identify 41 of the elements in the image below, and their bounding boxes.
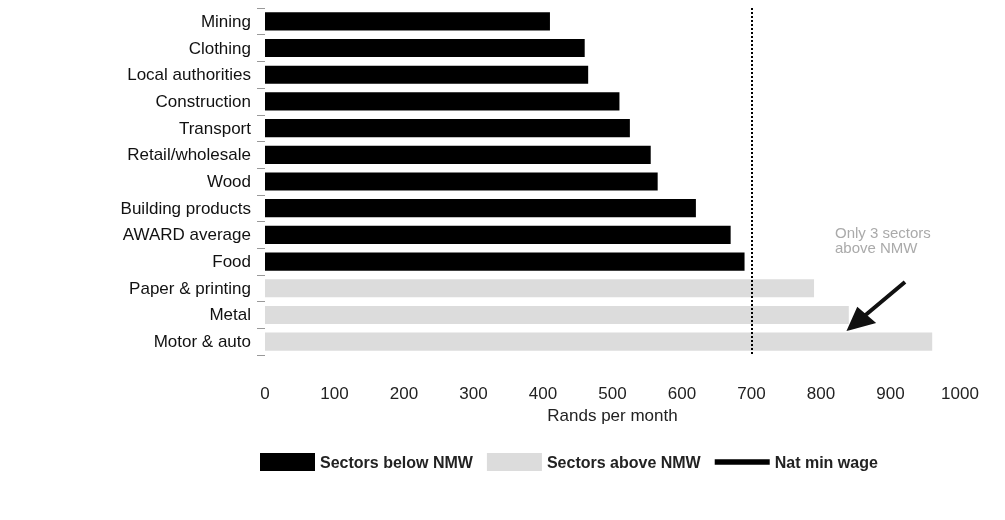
y-tick-label: Mining [200,11,251,31]
bar [265,252,745,271]
y-tick-label: Paper & printing [129,278,251,298]
x-tick-label: 400 [528,384,558,403]
x-tick-label: 1000 [941,384,979,403]
y-tick-label: Retail/wholesale [127,145,251,165]
x-tick-label: 800 [806,384,836,403]
bar [265,12,550,31]
bar [265,119,630,138]
legend-label: Nat min wage [774,453,878,471]
x-tick-label: 200 [389,384,419,403]
bar [265,65,589,84]
x-tick-label: 500 [598,384,627,403]
bar [265,145,651,164]
legend-label: Sectors below NMW [320,453,474,471]
bar [265,199,696,218]
x-tick-label: 600 [667,384,697,403]
x-tick-label: 900 [876,384,905,403]
y-tick-label: Transport [178,118,252,138]
bar [265,38,585,58]
legend-label: Sectors above NMW [546,453,702,471]
bar [265,225,731,244]
y-tick-label: AWARD average [122,225,251,245]
x-tick-label: 300 [459,384,488,403]
bar [265,172,658,191]
bar [265,279,815,298]
y-tick-label: Building products [120,198,251,218]
y-tick-label: Local authorities [127,65,251,85]
y-tick-label: Wood [206,172,251,191]
annotation: Only 3 sectors above NMW [834,224,936,256]
y-tick-label: Motor & auto [153,332,251,352]
bar [265,92,620,111]
x-tick-label: 100 [320,384,349,403]
bar [265,332,933,351]
y-tick-label: Metal [209,305,251,325]
x-axis-title: Rands per month [547,405,678,425]
y-tick-label: Food [212,252,251,272]
y-tick-label: Construction [155,91,251,111]
x-tick-label: 0 [260,384,270,403]
y-tick-label: Clothing [188,38,251,58]
x-tick-label: 700 [737,384,766,403]
